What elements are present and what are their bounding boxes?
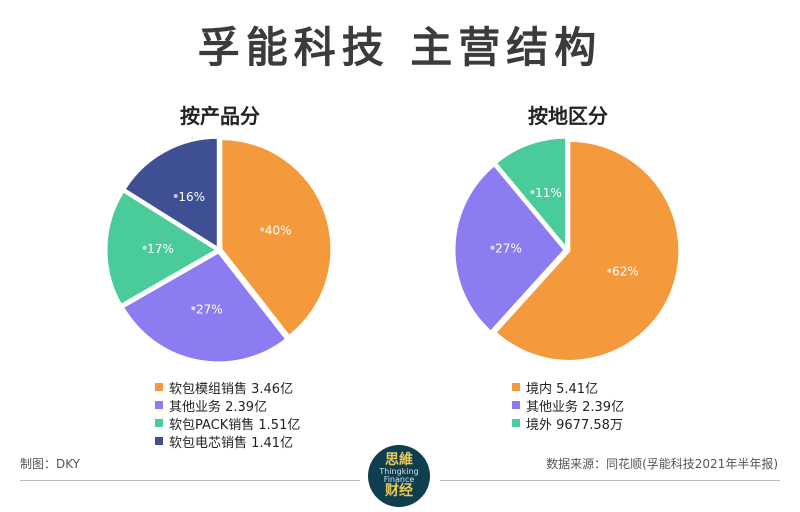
logo-text: 财经 [385,483,413,500]
slice-percent-label: 27% [495,242,522,256]
legend-label: 境外 9677.58万 [526,417,623,433]
slice-label-marker [142,245,147,250]
legend-item: 软包模组销售 3.46亿 [155,378,300,397]
logo-text: Thingking [379,466,419,476]
legend-label: 境内 5.41亿 [526,381,599,397]
legend-item: 其他业务 2.39亿 [512,396,625,415]
legend-label: 软包模组销售 3.46亿 [169,381,294,397]
brand-logo: 思維 Thingking Finance 财经 [368,445,430,507]
slice-label-marker [530,190,535,195]
legend-item: 其他业务 2.39亿 [155,396,300,415]
pie-chart-region: 62% 27% 11% [453,136,681,362]
pie-slice [121,251,288,364]
pie-slice [453,163,566,333]
legend-label: 软包电芯销售 1.41亿 [169,435,294,451]
legend-product: 软包模组销售 3.46亿 其他业务 2.39亿软包PACK销售 1.51亿 软包电芯… [155,378,301,451]
chart-title-region: 按地区分 [528,104,608,128]
legend-item: 境外 9677.58万 [512,414,624,433]
legend-label: 其他业务 2.39亿 [169,399,268,415]
logo-text: 思維 [385,451,413,468]
page-title: 孚能科技 主营结构 [197,23,603,72]
slice-label-marker [490,245,495,250]
logo-text: Finance [383,475,415,484]
pie-slice [494,139,681,362]
pie-slice [105,190,219,307]
pie-slice [123,136,219,250]
legend-swatch [512,383,520,391]
legend-swatch [512,419,520,427]
legend-swatch [155,383,163,391]
slice-percent-label: 11% [535,186,562,200]
pie-slice [220,138,333,338]
slice-label-marker [260,227,265,232]
pie-chart-product: 40% 27% 17% 16% [105,136,333,364]
author-credit: 制图：DKY [20,457,81,471]
legend-label: 软包PACK销售 1.51亿 [169,417,301,433]
legend-swatch [512,401,520,409]
slice-label-marker [191,306,196,311]
footer-divider-right [440,480,780,481]
slice-label-marker [173,194,178,199]
data-source: 数据来源：同花顺(孚能科技2021年半年报) [546,457,778,471]
legend-swatch [155,437,163,445]
slice-percent-label: 27% [196,302,223,316]
legend-item: 软包电芯销售 1.41亿 [155,432,300,451]
footer-divider-left [20,480,360,481]
slice-label-marker [607,268,612,273]
legend-swatch [155,419,163,427]
legend-item: 软包PACK销售 1.51亿 [155,414,301,433]
legend-region: 境内 5.41亿其他业务 2.39亿 境外 9677.58万 [512,378,625,433]
legend-item: 境内 5.41亿 [512,378,624,397]
chart-title-product: 按产品分 [180,104,260,128]
slice-percent-label: 62% [612,265,639,279]
slice-percent-label: 40% [265,223,292,237]
legend-label: 其他业务 2.39亿 [526,399,625,415]
legend-swatch [155,401,163,409]
slice-percent-label: 17% [147,242,174,256]
slice-percent-label: 16% [178,190,205,204]
